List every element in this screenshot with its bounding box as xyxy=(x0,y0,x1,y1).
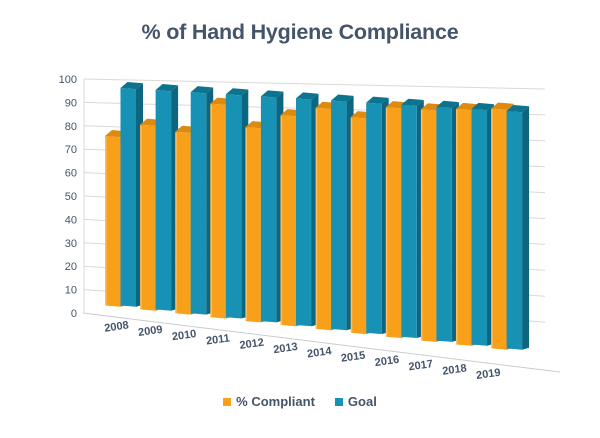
bar-top-2015-goal xyxy=(366,96,389,104)
y-axis-tick-label: 0 xyxy=(71,308,77,320)
x-axis-category-label: 2010 xyxy=(171,328,197,343)
y-axis-tick-label: 20 xyxy=(65,261,77,273)
bar-top-2019-goal xyxy=(506,104,530,113)
bar-2008-compliant xyxy=(105,136,121,307)
bar-2013-goal xyxy=(296,98,312,327)
bar-2014-goal xyxy=(331,100,347,331)
legend-item-goal: Goal xyxy=(334,394,377,409)
bar-2019-compliant xyxy=(491,108,507,350)
x-axis-category-label: 2019 xyxy=(475,367,501,382)
bar-2018-goal xyxy=(471,108,487,346)
bar-2018-compliant xyxy=(456,108,472,346)
y-axis-tick-label: 70 xyxy=(65,144,77,156)
bar-top-2012-goal xyxy=(260,90,284,98)
bar-2013-compliant xyxy=(280,115,296,327)
bar-2017-compliant xyxy=(420,109,437,342)
bar-top-2016-goal xyxy=(401,98,424,107)
bar-side-2019-goal xyxy=(522,106,530,350)
bar-2010-goal xyxy=(190,92,207,315)
bar-2019-goal xyxy=(506,110,523,350)
bar-top-2008-goal xyxy=(120,81,143,90)
gridline xyxy=(83,78,546,90)
floor-edge-line xyxy=(82,312,561,373)
bar-top-2019-compliant xyxy=(491,102,514,110)
x-axis-category-label: 2012 xyxy=(239,337,265,352)
x-axis-category-label: 2015 xyxy=(340,349,366,364)
bar-2010-compliant xyxy=(175,131,191,315)
bar-top-2010-goal xyxy=(190,86,214,94)
compliant-legend-label: % Compliant xyxy=(236,394,315,409)
compliant-swatch xyxy=(223,397,232,406)
legend-item-compliant: % Compliant xyxy=(223,394,315,409)
bar-top-2017-goal xyxy=(436,100,459,109)
x-axis-category-label: 2017 xyxy=(408,358,434,373)
bar-2011-compliant xyxy=(210,103,226,319)
x-axis-category-label: 2011 xyxy=(205,332,230,347)
bar-2016-compliant xyxy=(385,107,402,338)
bar-2014-compliant xyxy=(315,107,332,331)
y-axis-tick-label: 40 xyxy=(65,214,77,226)
x-axis-category-label: 2008 xyxy=(104,319,130,334)
bar-2012-compliant xyxy=(245,127,261,323)
bar-top-2009-goal xyxy=(155,84,179,92)
y-axis-tick-label: 90 xyxy=(65,97,77,109)
bar-2011-goal xyxy=(225,94,242,319)
x-axis-category-label: 2013 xyxy=(273,341,299,356)
y-axis-tick-label: 30 xyxy=(65,238,77,250)
bar-top-2013-goal xyxy=(296,92,319,100)
bar-2017-goal xyxy=(436,106,452,342)
bar-2008-goal xyxy=(120,87,136,307)
bar-top-2011-goal xyxy=(225,88,249,96)
chart-legend: % Compliant Goal xyxy=(0,394,600,409)
bar-2016-goal xyxy=(401,104,417,339)
goal-swatch xyxy=(334,397,343,406)
bar-top-2018-goal xyxy=(471,102,494,111)
bar-2009-compliant xyxy=(140,124,156,311)
bar-2015-compliant xyxy=(350,117,367,335)
y-axis-tick-label: 50 xyxy=(65,191,77,203)
x-axis-category-label: 2014 xyxy=(306,345,333,360)
y-axis-tick-label: 100 xyxy=(59,74,77,86)
x-axis-category-label: 2009 xyxy=(137,324,163,339)
y-axis-tick-label: 60 xyxy=(65,168,77,180)
chart-title: % of Hand Hygiene Compliance xyxy=(141,20,459,44)
goal-legend-label: Goal xyxy=(347,394,377,409)
bar-2009-goal xyxy=(155,90,172,311)
bar-2012-goal xyxy=(260,96,277,323)
y-axis-tick-label: 80 xyxy=(65,121,77,133)
x-axis-category-label: 2016 xyxy=(374,354,400,369)
bar-2015-goal xyxy=(366,102,382,335)
x-axis-category-label: 2018 xyxy=(442,362,468,377)
y-axis-tick-label: 10 xyxy=(65,285,77,297)
bar-top-2014-goal xyxy=(331,94,354,102)
